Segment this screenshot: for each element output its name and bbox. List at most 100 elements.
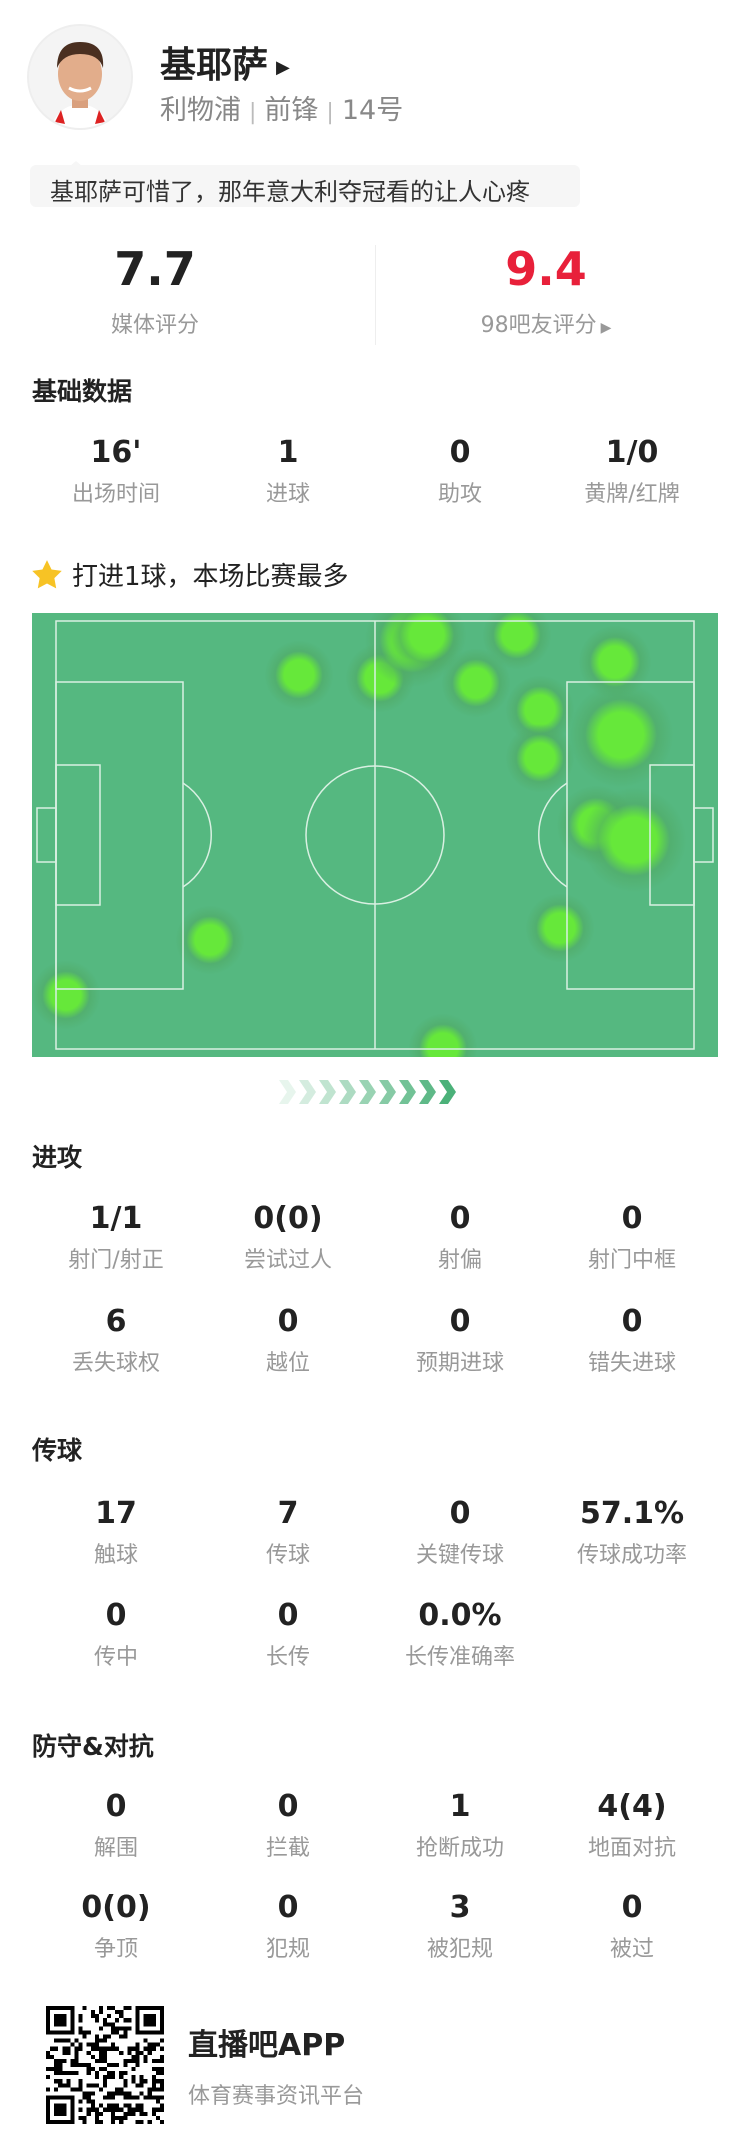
stat-label: 长传 bbox=[265, 1645, 310, 1670]
qr-module bbox=[147, 2087, 152, 2092]
qr-module bbox=[107, 2075, 112, 2080]
qr-module bbox=[78, 2079, 83, 2084]
qr-module bbox=[151, 2058, 156, 2063]
qr-module bbox=[143, 2095, 148, 2100]
stat-label: 争顶 bbox=[93, 1937, 138, 1962]
stat-item: 0.0% 长传准确率 bbox=[374, 1599, 546, 1671]
highlight: 打进1球，本场比赛最多 bbox=[30, 556, 349, 593]
qr-module bbox=[155, 2058, 160, 2063]
play-arrow-icon: ▶ bbox=[600, 320, 612, 336]
qr-module bbox=[66, 2046, 71, 2051]
qr-module bbox=[123, 2091, 128, 2096]
stat-item: 3 被犯规 bbox=[374, 1891, 546, 1963]
qr-module bbox=[70, 2042, 75, 2047]
arrow-chevron bbox=[279, 1080, 296, 1104]
qr-module bbox=[123, 2026, 128, 2031]
stat-item: 0 预期进球 bbox=[374, 1305, 546, 1377]
qr-module bbox=[159, 2107, 164, 2112]
qr-module bbox=[86, 2067, 91, 2072]
stat-item: 0 拦截 bbox=[202, 1790, 374, 1862]
qr-module bbox=[66, 2038, 71, 2043]
qr-module bbox=[54, 2058, 59, 2063]
stat-label: 解围 bbox=[93, 1836, 138, 1861]
stat-value: 0 bbox=[277, 1304, 299, 1339]
qr-module bbox=[151, 2087, 156, 2092]
qr-module bbox=[98, 2103, 103, 2108]
qr-module bbox=[143, 2054, 148, 2059]
qr-module bbox=[159, 2067, 164, 2072]
qr-module bbox=[147, 2050, 152, 2055]
stat-item: 0 传中 bbox=[30, 1599, 202, 1671]
qr-module bbox=[102, 2018, 108, 2023]
qr-module bbox=[139, 2107, 144, 2112]
qr-module bbox=[98, 2010, 103, 2015]
qr-module bbox=[143, 2046, 148, 2051]
app-tagline: 体育赛事资讯平台 bbox=[188, 2084, 365, 2109]
heatmap-spot bbox=[568, 682, 674, 788]
qr-module bbox=[159, 2087, 164, 2092]
qr-module bbox=[123, 2083, 128, 2088]
stat-value: 16' bbox=[90, 435, 142, 470]
qr-module bbox=[127, 2046, 132, 2051]
qr-module bbox=[94, 2018, 99, 2023]
qr-module bbox=[98, 2067, 103, 2072]
qr-module bbox=[111, 2091, 116, 2096]
qr-module bbox=[147, 2091, 152, 2096]
qr-module bbox=[159, 2054, 164, 2059]
qr-module bbox=[139, 2079, 144, 2084]
heatmap-spot bbox=[524, 892, 596, 964]
qr-module bbox=[54, 2067, 59, 2072]
qr-module bbox=[135, 2046, 140, 2051]
fan-rating[interactable]: 9.4 98吧友评分 ▶ bbox=[480, 242, 612, 338]
qr-module bbox=[115, 2046, 120, 2051]
qr-code[interactable] bbox=[46, 2006, 164, 2124]
player-name[interactable]: 基耶萨 ▶ bbox=[160, 45, 290, 86]
app-name: 直播吧APP bbox=[188, 2028, 346, 2063]
stat-item: 0 错失进球 bbox=[546, 1305, 718, 1377]
qr-module bbox=[58, 2062, 63, 2068]
qr-module bbox=[159, 2119, 164, 2124]
qr-module bbox=[135, 2050, 140, 2055]
qr-module bbox=[111, 2006, 116, 2011]
qr-module bbox=[98, 2038, 103, 2043]
player-photo bbox=[29, 26, 131, 128]
heatmap-spot bbox=[440, 647, 512, 719]
qr-module bbox=[78, 2083, 83, 2088]
qr-module bbox=[66, 2079, 71, 2084]
heatmap-pitch bbox=[32, 613, 718, 1057]
stat-value: 0 bbox=[621, 1890, 643, 1925]
qr-module bbox=[90, 2103, 95, 2108]
qr-module bbox=[78, 2014, 83, 2019]
qr-module bbox=[155, 2071, 160, 2076]
qr-module bbox=[127, 2018, 132, 2023]
stat-item: 4(4) 地面对抗 bbox=[546, 1790, 718, 1862]
qr-module bbox=[102, 2095, 108, 2100]
stat-item: 1/1 射门/射正 bbox=[30, 1202, 202, 1274]
qr-module bbox=[107, 2062, 112, 2068]
stat-value: 6 bbox=[105, 1304, 127, 1339]
stat-value: 0 bbox=[105, 1598, 127, 1633]
arrow-chevron bbox=[319, 1080, 336, 1104]
qr-module bbox=[94, 2115, 99, 2120]
qr-module bbox=[90, 2046, 95, 2051]
qr-module bbox=[143, 2079, 148, 2084]
qr-module bbox=[78, 2115, 83, 2120]
qr-module bbox=[111, 2071, 116, 2076]
avatar[interactable] bbox=[27, 24, 133, 130]
stat-label: 错失进球 bbox=[587, 1351, 676, 1376]
stat-label: 被过 bbox=[609, 1937, 654, 1962]
qr-module bbox=[66, 2050, 71, 2055]
qr-module bbox=[62, 2050, 67, 2055]
qr-module bbox=[54, 2014, 67, 2027]
stat-value: 17 bbox=[95, 1496, 137, 1531]
qr-module bbox=[139, 2050, 144, 2055]
qr-module bbox=[70, 2071, 75, 2076]
stat-item: 0(0) 尝试过人 bbox=[202, 1202, 374, 1274]
qr-module bbox=[119, 2034, 124, 2039]
qr-module bbox=[115, 2030, 120, 2035]
qr-module bbox=[155, 2115, 160, 2120]
qr-module bbox=[78, 2087, 83, 2092]
qr-module bbox=[74, 2071, 79, 2076]
qr-module bbox=[159, 2079, 164, 2084]
qr-module bbox=[151, 2042, 156, 2047]
